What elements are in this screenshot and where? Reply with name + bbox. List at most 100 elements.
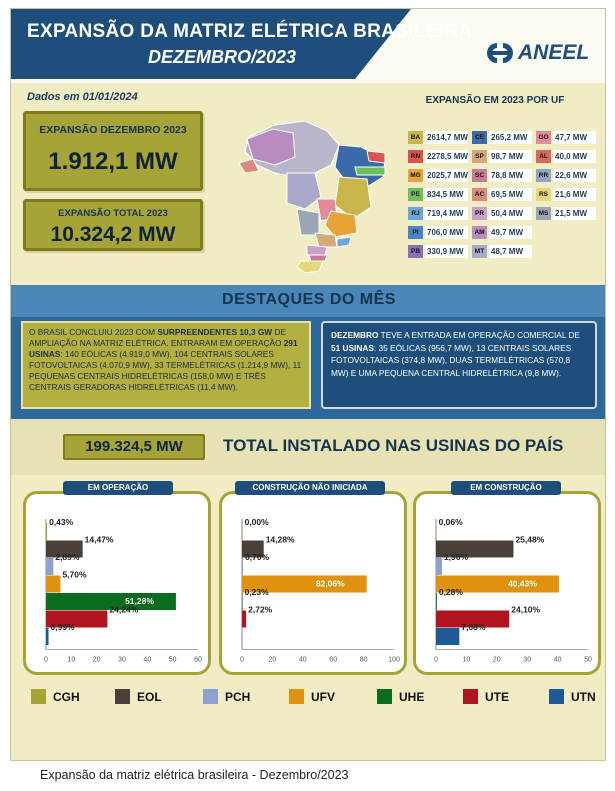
uf-value: 2025,7 MW [425,169,468,182]
text-highlight: DEZEMBRO [331,330,379,340]
destaques-section: DESTAQUES DO MÊS O BRASIL CONCLUIU 2023 … [11,285,605,419]
data-label: 25,48% [515,535,544,545]
uf-value: 49,7 MW [489,226,532,239]
uf-value: 719,4 MW [425,207,468,220]
uf-code: RN [408,150,423,163]
x-tick-label: 20 [269,657,277,664]
uf-item: CE 265,2 MW [472,131,534,144]
uf-value: 330,9 MW [425,245,468,258]
uf-value: 98,7 MW [489,150,532,163]
kpi-expansion-total: EXPANSÃO TOTAL 2023 10.324,2 MW [23,199,203,251]
uf-value: 706,0 MW [425,226,468,239]
uf-expansion-title: EXPANSÃO EM 2023 POR UF [425,95,565,106]
chart-title: CONSTRUÇÃO NÃO INICIADA [235,481,385,495]
data-label: 0,99% [51,622,76,632]
x-tick-label: 50 [584,657,592,664]
uf-code: PI [408,226,423,239]
uf-value: 78,8 MW [489,169,532,182]
bar-eol [436,540,514,558]
text-segment: O BRASIL CONCLUIU 2023 COM [29,327,158,337]
data-label: 14,28% [266,535,295,545]
uf-code: SC [472,169,487,182]
kpi-expansion-december: EXPANSÃO DEZEMBRO 2023 1.912,1 MW [23,111,203,191]
brazil-map [238,120,386,273]
legend-label: CGH [53,690,80,704]
uf-value: 2614,7 MW [425,131,468,144]
bar-uhe [46,593,176,610]
uf-item: RN 2278,5 MW [408,150,470,163]
total-installed-label: TOTAL INSTALADO NAS USINAS DO PAÍS [223,436,564,455]
x-tick-label: 40 [143,657,151,664]
legend-swatch [377,689,392,704]
legend-label: EOL [137,690,162,704]
bar-ufv [436,575,559,593]
uf-item: PB 330,9 MW [408,245,470,258]
data-label: 2,89% [55,552,80,562]
x-tick-label: 10 [67,657,75,664]
uf-code: AM [472,226,487,239]
uf-item: AL 40,0 MW [536,150,598,163]
legend-swatch [463,689,478,704]
legend-label: UFV [311,690,335,704]
text-segment: : 140 EÓLICAS (4.919,0 MW), 104 CENTRAIS… [29,349,302,392]
bar-chart-em-construcao: 0 10 20 30 40 50 0,06% 25,48% 1,96% 40,43% 0,28% 24… [434,517,592,664]
map-region-mg [324,210,358,238]
x-tick-label: 0 [44,657,48,664]
kpi-value: 10.324,2 MW [50,223,176,246]
uf-value: 21,5 MW [553,207,596,220]
bar-chart-em-operacao: 0 10 20 30 40 50 60 0,43% 14,47% 2,89% 5,70% 51,28%… [44,517,202,664]
legend-swatch [203,689,218,704]
uf-value: 50,4 MW [489,207,532,220]
uf-code: PE [408,188,423,201]
bar-ute [436,610,510,628]
uf-value: 2278,5 MW [425,150,468,163]
aneel-logo-icon [487,43,513,63]
uf-item: MT 48,7 MW [472,245,534,258]
uf-code: PB [408,245,423,258]
text-highlight: SURPREENDENTES 10,3 GW [157,327,273,337]
legend-swatch [289,689,304,704]
uf-code: AC [472,188,487,201]
data-label: 0,28% [439,587,464,597]
bar-cgh [46,523,48,540]
legend-swatch [115,689,130,704]
x-tick-label: 40 [554,657,562,664]
kpi-label: EXPANSÃO TOTAL 2023 [58,208,168,219]
uf-item: GO 47,7 MW [536,131,598,144]
uf-value: 22,6 MW [553,169,596,182]
header-band [11,9,411,79]
uf-value: 265,2 MW [489,131,532,144]
kpi-label: EXPANSÃO DEZEMBRO 2023 [39,124,187,136]
data-label: 14,47% [85,535,114,545]
uf-code: SP [472,150,487,163]
bar-eol [46,540,83,558]
x-tick-label: 60 [194,657,202,664]
chart-title: EM CONSTRUÇÃO [451,481,561,495]
aneel-logo-text: ANEEL [518,41,590,64]
bar-cgh [242,523,243,540]
map-region-rs [296,260,324,273]
bar-uhe [436,593,437,610]
data-label: 40,43% [508,579,537,589]
bar-ufv [242,575,367,593]
map-region-ba [334,176,372,220]
uf-item: RJ 719,4 MW [408,207,470,220]
map-region-pr [306,244,328,256]
data-label: 7,68% [461,622,486,632]
legend-swatch [549,689,564,704]
page-title: EXPANSÃO DA MATRIZ ELÉTRICA BRASILEIRA [27,21,473,42]
bar-pch [436,558,442,575]
x-tick-label: 80 [360,657,368,664]
uf-code: MG [408,169,423,182]
data-label: 24,10% [511,605,540,615]
uf-code: BA [408,131,423,144]
aneel-logo: ANEEL [485,41,601,65]
data-label: 5,70% [62,570,87,580]
destaques-year-text: O BRASIL CONCLUIU 2023 COM SURPREENDENTE… [21,321,311,409]
bar-uhe [242,593,243,610]
data-label: 2,72% [248,605,273,615]
map-region-sc [308,254,328,262]
kpi-value: 1.912,1 MW [48,148,178,175]
uf-value: 21,6 MW [553,188,596,201]
map-region-ac [238,158,260,174]
